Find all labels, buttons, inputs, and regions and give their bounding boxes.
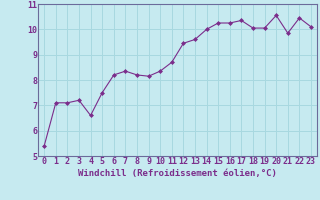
X-axis label: Windchill (Refroidissement éolien,°C): Windchill (Refroidissement éolien,°C): [78, 169, 277, 178]
